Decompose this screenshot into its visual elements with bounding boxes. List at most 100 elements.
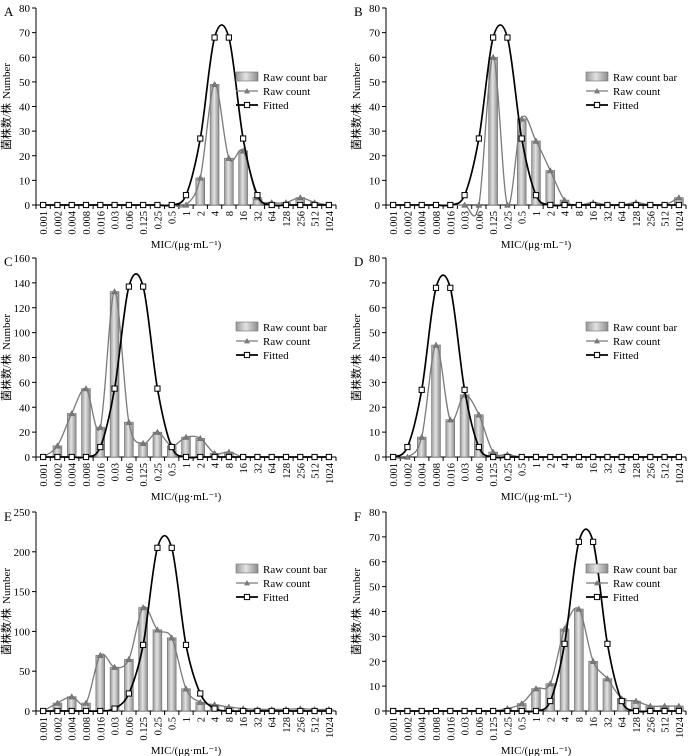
y-axis-title-en: Number <box>1 314 13 350</box>
x-tick-label: 2 <box>196 463 207 468</box>
x-tick-label: 0.03 <box>111 717 122 735</box>
x-tick-label: 4 <box>211 462 222 468</box>
fitted-point <box>547 201 554 209</box>
raw-count-point <box>182 685 190 692</box>
raw-count-point <box>489 448 497 455</box>
x-tick-label: 16 <box>589 717 600 728</box>
raw-count-point <box>54 442 61 449</box>
x-tick-label: 1 <box>182 211 193 216</box>
panel-label: C <box>4 254 13 269</box>
legend-label-fitted: Fitted <box>613 100 639 112</box>
raw-count-point <box>518 700 526 707</box>
y-axis-title: 菌株数/株 Number <box>0 568 13 655</box>
x-tick-label: 0.125 <box>489 211 500 235</box>
x-tick-label: 4 <box>211 210 222 216</box>
raw-count-point <box>475 411 483 418</box>
x-tick-label: 0.016 <box>96 463 107 487</box>
raw-count-point <box>489 53 497 60</box>
x-tick-label: 16 <box>589 211 600 222</box>
x-tick-label: 0.002 <box>53 211 64 235</box>
legend-label-raw-count: Raw count <box>613 86 660 98</box>
fitted-point <box>325 453 332 461</box>
y-tick-label: 0 <box>25 452 31 464</box>
x-tick-label: 1 <box>182 717 193 722</box>
x-axis-title: MIC/(μg·mL⁻¹) <box>151 491 222 503</box>
x-tick-label: 0.001 <box>389 463 400 487</box>
raw-count-point <box>139 604 147 611</box>
fitted-point <box>254 192 261 199</box>
y-tick-label: 0 <box>375 200 381 212</box>
y-tick-label: 40 <box>19 102 31 114</box>
y-axis-title-zh: 菌株数/株 <box>349 354 363 401</box>
fitted-point <box>404 443 411 451</box>
fitted-line <box>43 24 329 207</box>
x-tick-label: 0.001 <box>39 463 50 487</box>
x-tick-label: 128 <box>282 717 293 733</box>
bar-8 <box>224 157 234 206</box>
raw-count-point <box>475 201 483 208</box>
fitted-point <box>297 453 304 461</box>
x-tick-label: 8 <box>575 211 586 216</box>
fitted-point <box>268 707 275 715</box>
y-axis-title-en: Number <box>1 568 13 604</box>
raw-count-point <box>546 167 554 174</box>
chart-panel-b: B 菌株数/株 Number 0 10 20 30 40 50 60 70 80 0.001 0.002 0… <box>349 3 687 251</box>
fitted-line <box>393 528 679 713</box>
fitted-point <box>661 707 668 715</box>
x-tick-label: 8 <box>225 717 236 722</box>
y-tick-label: 50 <box>19 77 31 89</box>
fitted-point <box>461 192 468 199</box>
x-tick-label: 32 <box>603 717 614 728</box>
fitted-point <box>168 443 175 451</box>
fitted-point <box>404 707 411 715</box>
x-tick-label: 0.016 <box>96 717 107 741</box>
raw-count-point <box>68 693 76 700</box>
fitted-point <box>125 201 132 209</box>
legend-label-fitted: Fitted <box>263 100 289 112</box>
x-tick-label: 0.125 <box>489 717 500 741</box>
y-tick-label: 80 <box>19 3 31 15</box>
fitted-point <box>432 707 440 715</box>
panel-label: E <box>4 509 12 524</box>
fitted-point <box>661 453 668 461</box>
raw-count-point <box>546 680 554 687</box>
y-axis-title-zh: 菌株数/株 <box>0 608 13 655</box>
raw-count-point <box>96 423 104 430</box>
raw-count-point <box>96 651 104 658</box>
x-tick-label: 256 <box>646 211 657 227</box>
fitted-point <box>168 544 175 551</box>
y-tick-label: 160 <box>14 253 31 265</box>
x-tick-label: 0.06 <box>125 463 136 481</box>
panel-label: D <box>354 254 363 269</box>
fitted-point <box>97 201 104 209</box>
bar-2 <box>545 170 556 206</box>
fitted-point <box>211 705 218 712</box>
chart-panel-e: E 菌株数/株 Number 0 50 100 150 200 250 0.001 0.002 0.0… <box>0 507 337 756</box>
fitted-point <box>518 453 525 461</box>
y-tick-label: 60 <box>369 52 381 64</box>
x-tick-label: 0.001 <box>389 211 400 235</box>
y-tick-label: 10 <box>369 681 381 693</box>
x-tick-label: 0.125 <box>139 463 150 487</box>
fitted-point <box>225 34 232 41</box>
fitted-point <box>154 201 161 209</box>
bar-0.03 <box>109 666 120 712</box>
legend-label-raw-count-bar: Raw count bar <box>613 564 677 576</box>
fitted-point <box>197 135 204 142</box>
x-tick-label: 128 <box>632 211 643 227</box>
x-tick-label: 0.001 <box>389 717 400 741</box>
fitted-point <box>82 201 90 209</box>
x-tick-label: 0.004 <box>68 716 79 740</box>
fitted-point <box>197 690 204 697</box>
x-tick-label: 4 <box>561 462 572 468</box>
legend-label-fitted: Fitted <box>613 592 639 604</box>
y-tick-label: 0 <box>25 706 31 718</box>
legend-raw-count-marker <box>244 580 250 586</box>
fitted-point <box>140 641 147 649</box>
fitted-point <box>40 453 47 461</box>
fitted-point <box>404 201 411 209</box>
y-tick-label: 30 <box>369 631 381 643</box>
fitted-point <box>447 707 454 715</box>
raw-count-point <box>68 410 76 417</box>
y-tick-label: 40 <box>369 353 381 365</box>
